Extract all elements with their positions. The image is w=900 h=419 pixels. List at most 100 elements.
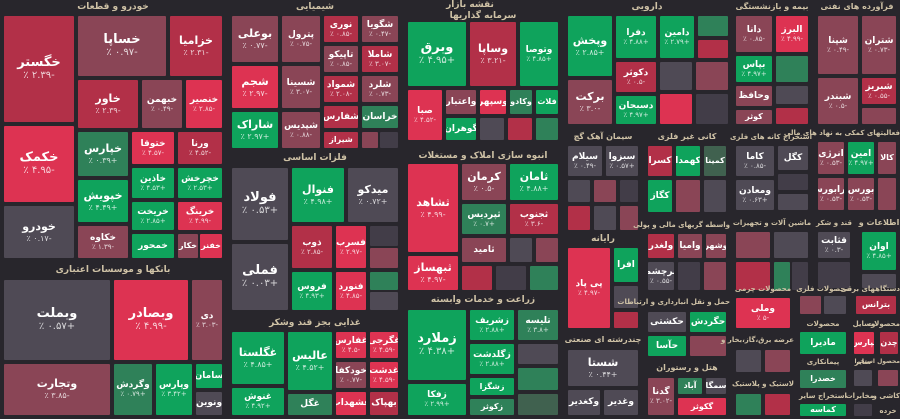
- stock-tile[interactable]: دامین +۲.۷۹ ٪: [660, 16, 694, 58]
- stock-tile[interactable]: دکوثر -۰.۵ ٪: [616, 62, 656, 92]
- stock-tile[interactable]: سامان: [196, 364, 222, 388]
- stock-tile[interactable]: واعتبار: [446, 90, 476, 114]
- stock-tile[interactable]: امین +۴.۹۷ ٪: [848, 142, 874, 174]
- stock-tile[interactable]: ومعادن +۰.۶۳ ٪: [736, 180, 774, 210]
- stock-tile[interactable]: خبهمن -۰.۴۹ ٪: [142, 80, 182, 128]
- stock-tile[interactable]: خپارس +۰.۳۹ ٪: [78, 132, 128, 176]
- stock-tile-small[interactable]: [660, 94, 692, 124]
- stock-tile-small[interactable]: [818, 262, 850, 288]
- stock-tile[interactable]: شیراز: [324, 132, 358, 148]
- stock-tile[interactable]: ثجنوب -۳.۶ ٪: [510, 204, 558, 234]
- stock-tile[interactable]: شاملا -۳.۰۷ ٪: [362, 46, 398, 72]
- stock-tile[interactable]: چدن: [880, 332, 898, 354]
- stock-tile[interactable]: خصدرا: [800, 370, 846, 388]
- stock-tile[interactable]: ذوب -۲.۸۵ ٪: [292, 226, 332, 268]
- stock-tile[interactable]: صبا -۴.۵۲ ٪: [408, 90, 442, 140]
- stock-tile-small[interactable]: [774, 232, 808, 258]
- stock-tile[interactable]: وگردش +۰.۷۹ ٪: [114, 364, 152, 415]
- stock-tile-small[interactable]: [362, 132, 378, 148]
- stock-tile[interactable]: بپاس +۴.۹۷ ٪: [736, 56, 772, 82]
- stock-tile-small[interactable]: [614, 286, 638, 308]
- stock-tile[interactable]: کهمدا: [676, 146, 700, 176]
- stock-tile[interactable]: وبصادر -۴.۹۹ ٪: [114, 280, 188, 360]
- stock-tile[interactable]: وسپهر: [480, 90, 506, 114]
- stock-tile[interactable]: انرژی -۰.۵۳ ٪: [818, 142, 844, 174]
- stock-tile[interactable]: اوان +۴.۸۵ ٪: [862, 232, 896, 270]
- stock-tile[interactable]: زشریف +۲.۸۸ ٪: [470, 310, 514, 340]
- stock-tile[interactable]: شگویا -۰.۴۷ ٪: [362, 16, 398, 42]
- stock-tile-small[interactable]: [854, 404, 872, 416]
- stock-tile[interactable]: شپدیس -۰.۸۸ ٪: [282, 112, 320, 148]
- stock-tile-small[interactable]: [620, 206, 638, 230]
- stock-tile[interactable]: ولغدر: [648, 234, 674, 258]
- stock-tile[interactable]: زشگزا: [470, 378, 514, 395]
- stock-tile[interactable]: قثابت -۰.۳ ٪: [818, 232, 850, 258]
- stock-tile-small[interactable]: [510, 238, 532, 262]
- stock-tile-small[interactable]: [792, 262, 808, 290]
- stock-tile[interactable]: حکشتی: [648, 312, 686, 332]
- stock-tile[interactable]: خریخت +۲.۸۵ ٪: [132, 202, 174, 230]
- stock-tile[interactable]: خگستر -۲.۳۹ ٪: [4, 16, 74, 122]
- stock-tile[interactable]: غدشت -۴.۵۹ ٪: [370, 362, 398, 388]
- stock-tile[interactable]: کسرا: [648, 146, 672, 176]
- stock-tile[interactable]: غگرجی -۴.۵۹ ٪: [370, 332, 398, 358]
- stock-tile[interactable]: فنورد -۴.۸۵ ٪: [336, 272, 366, 310]
- stock-tile-small[interactable]: [698, 16, 728, 36]
- stock-tile-small[interactable]: [370, 248, 398, 268]
- stock-tile[interactable]: وپارس +۳.۴۲ ٪: [156, 364, 192, 415]
- stock-tile[interactable]: خاذین +۴.۵۳ ٪: [132, 168, 174, 198]
- stock-tile[interactable]: خاور -۲.۳۹ ٪: [78, 80, 138, 128]
- stock-tile[interactable]: برکت -۳.۰ ٪: [568, 80, 612, 124]
- stock-tile[interactable]: خنصیر -۲.۸۵ ٪: [186, 80, 222, 128]
- stock-tile[interactable]: نوری -۰.۸۵ ٪: [324, 16, 358, 42]
- stock-tile-small[interactable]: [776, 56, 808, 82]
- stock-tile-small[interactable]: [736, 232, 770, 258]
- stock-tile[interactable]: سمگا: [706, 378, 726, 394]
- stock-tile-small[interactable]: [518, 344, 558, 364]
- stock-tile[interactable]: شمواد -۲.۰۸ ٪: [324, 76, 358, 102]
- stock-tile[interactable]: فرابورس-۰.۵۳ ٪: [818, 178, 844, 210]
- stock-tile[interactable]: تاپیکو -۰.۸۵ ٪: [324, 46, 358, 72]
- stock-tile[interactable]: تلیسه +۳.۸ ٪: [518, 310, 558, 340]
- stock-tile[interactable]: زفکا +۲.۹۹ ٪: [408, 384, 466, 415]
- stock-tile[interactable]: خودکفا -۰.۷۷ ٪: [336, 362, 366, 388]
- stock-tile[interactable]: خچرخش +۲.۵۳ ٪: [178, 168, 222, 198]
- stock-tile[interactable]: وحافظ: [736, 86, 772, 106]
- stock-tile[interactable]: زگلدشت +۲.۸۸ ٪: [470, 344, 514, 374]
- stock-tile-small[interactable]: [462, 266, 492, 290]
- stock-tile[interactable]: پی پاد -۴.۹۷ ٪: [568, 248, 610, 328]
- stock-tile-small[interactable]: [862, 274, 896, 288]
- stock-tile[interactable]: گدنا -۳.۰۲ ٪: [648, 378, 674, 415]
- stock-tile[interactable]: خساپا -۰.۹۷ ٪: [78, 16, 166, 76]
- stock-tile[interactable]: سرچشمه-۰.۵۵ ٪: [648, 262, 674, 290]
- stock-tile[interactable]: شتران -۰.۷۳ ٪: [862, 16, 896, 74]
- stock-tile[interactable]: شاراک +۲.۹۷ ٪: [232, 112, 278, 148]
- stock-tile-small[interactable]: [736, 262, 770, 290]
- stock-tile-small[interactable]: [678, 262, 700, 290]
- stock-tile[interactable]: شبندر -۰.۵ ٪: [818, 78, 858, 124]
- stock-tile-small[interactable]: [778, 194, 808, 210]
- stock-tile-small[interactable]: [878, 178, 896, 210]
- stock-tile[interactable]: بورس -۰.۵۳ ٪: [848, 178, 874, 210]
- stock-tile[interactable]: وغدیر: [604, 390, 638, 415]
- stock-tile[interactable]: سبزوا +۰.۵۷ ٪: [606, 146, 638, 176]
- stock-tile[interactable]: وکادو: [510, 90, 532, 114]
- stock-tile[interactable]: زکوثر: [470, 399, 514, 415]
- stock-tile[interactable]: ختوقا -۴.۵۷ ٪: [132, 132, 174, 164]
- stock-tile[interactable]: میدکو +۰.۷۲ ٪: [348, 168, 398, 222]
- stock-tile[interactable]: دفرا +۴.۸۸ ٪: [616, 16, 656, 58]
- stock-tile[interactable]: شپنا -۰.۴۹ ٪: [818, 16, 858, 74]
- stock-tile-small[interactable]: [704, 180, 726, 212]
- stock-tile[interactable]: کوثر: [736, 110, 772, 124]
- stock-tile[interactable]: خپویش +۴.۴۹ ٪: [78, 180, 128, 222]
- stock-tile-small[interactable]: [800, 296, 821, 314]
- stock-tile-small[interactable]: [370, 292, 398, 310]
- stock-tile-small[interactable]: [736, 394, 761, 415]
- stock-tile-small[interactable]: [862, 108, 896, 124]
- stock-tile[interactable]: شلرد -۰.۷۳ ٪: [362, 76, 398, 102]
- stock-tile[interactable]: فولاد +۰.۵۳ ٪: [232, 168, 288, 240]
- stock-tile-small[interactable]: [380, 132, 398, 148]
- stock-tile[interactable]: وتجارت -۳.۸۵ ٪: [4, 364, 110, 415]
- stock-tile[interactable]: ورنا -۴.۵۲ ٪: [178, 132, 222, 164]
- stock-tile[interactable]: خمحور: [132, 234, 174, 258]
